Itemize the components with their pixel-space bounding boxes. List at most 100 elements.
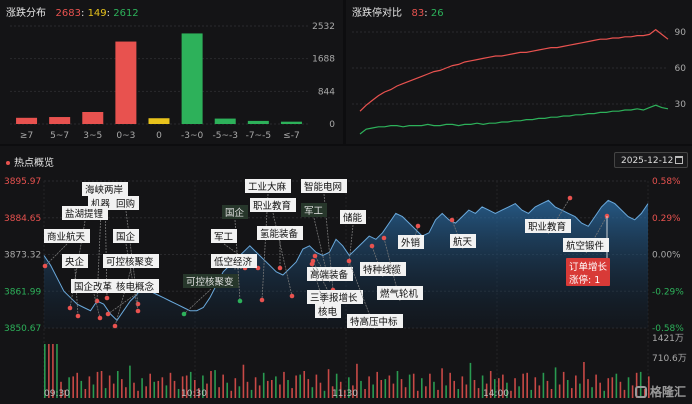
hot-topic-tag[interactable] [113, 279, 159, 293]
hot-topic-tag[interactable] [307, 267, 353, 281]
y-left-label: 3850.67 [4, 324, 41, 334]
event-dot[interactable] [259, 297, 265, 303]
hot-topic-tag[interactable] [301, 203, 327, 217]
hot-topic-tag[interactable] [113, 196, 139, 210]
label-leader [347, 224, 354, 275]
event-dot[interactable] [42, 263, 48, 269]
hot-topic-label: 特高压中标 [350, 316, 398, 328]
volume-bar [518, 386, 520, 398]
hot-topic-tag[interactable] [398, 235, 424, 249]
hot-topic-tag[interactable] [257, 226, 303, 240]
label-leader [107, 293, 137, 315]
calendar-icon[interactable] [675, 156, 683, 164]
volume-bar [335, 373, 338, 398]
x-tick-label: ≤-7 [283, 131, 300, 141]
hot-topic-label: 国企 [225, 207, 245, 219]
hot-topic-tag[interactable] [347, 314, 403, 328]
volume-bar [254, 377, 257, 398]
volume-bar [104, 388, 107, 398]
hot-topic-tag[interactable] [563, 238, 609, 252]
event-dot[interactable] [309, 261, 315, 267]
volume-bar [477, 388, 480, 398]
event-dot[interactable] [135, 308, 141, 314]
bar[interactable] [148, 118, 170, 124]
event-dot[interactable] [105, 311, 111, 317]
volume-bar [222, 374, 224, 398]
hot-topic-tag[interactable] [44, 229, 90, 243]
event-dot[interactable] [277, 265, 283, 271]
volume-bar [453, 380, 456, 398]
hot-topic-tag[interactable] [211, 229, 237, 243]
hot-topic-tag[interactable] [307, 290, 363, 304]
volume-bar [550, 389, 553, 398]
volume-bar [315, 374, 318, 398]
hot-topic-tag[interactable] [222, 205, 248, 219]
volume-bar [489, 371, 492, 398]
volume-bar [498, 378, 500, 398]
volume-bar [295, 375, 297, 398]
bar[interactable] [247, 120, 269, 124]
volume-bar [271, 380, 273, 398]
volume-bar [376, 371, 379, 398]
hot-topic-tag[interactable] [450, 234, 476, 248]
event-dot[interactable] [381, 235, 387, 241]
hot-topic-tag[interactable] [62, 254, 88, 268]
event-dot[interactable] [67, 305, 73, 311]
event-dot[interactable] [135, 301, 141, 307]
volume-bar [323, 390, 326, 398]
event-dot[interactable] [112, 323, 118, 329]
hot-topic-tag[interactable] [250, 198, 296, 212]
event-dot[interactable] [312, 253, 318, 259]
y-right-label: -0.29% [652, 287, 684, 297]
event-dot[interactable] [369, 243, 375, 249]
volume-bar [210, 371, 212, 398]
volume-bar [522, 373, 524, 398]
hot-topic-tag[interactable] [377, 286, 423, 300]
hot-topic-tag[interactable] [183, 274, 239, 288]
bar[interactable] [181, 33, 203, 125]
volume-bar [68, 377, 70, 398]
label-leader [93, 293, 101, 319]
bar[interactable] [82, 112, 104, 124]
event-dot[interactable] [567, 195, 573, 201]
hot-topic-tag[interactable] [340, 210, 366, 224]
event-dot[interactable] [237, 298, 243, 304]
volume-bar [266, 380, 269, 398]
hot-topic-tag[interactable] [360, 262, 406, 276]
event-dot[interactable] [346, 258, 352, 264]
hot-topic-tag[interactable] [71, 279, 117, 293]
bar[interactable] [49, 117, 71, 124]
tooltip-sub: 涨停: 1 [569, 274, 600, 286]
event-dot[interactable] [97, 315, 103, 321]
bar[interactable] [115, 41, 137, 124]
event-dot[interactable] [181, 311, 187, 317]
volume-bar [579, 383, 581, 398]
event-dot[interactable] [104, 295, 110, 301]
bar[interactable] [16, 117, 38, 124]
hot-topic-tag[interactable] [211, 254, 257, 268]
hot-topic-tag[interactable] [62, 206, 108, 220]
event-dot[interactable] [75, 313, 81, 319]
hot-topic-tag[interactable] [245, 179, 291, 193]
hot-topic-tag[interactable] [301, 179, 347, 193]
volume-bar [291, 388, 293, 398]
event-dot[interactable] [415, 223, 421, 229]
volume-bar [526, 372, 528, 398]
volume-bar [562, 371, 565, 398]
volume-bar [619, 381, 622, 398]
volume-bar [133, 382, 135, 398]
event-dot[interactable] [449, 217, 455, 223]
date-picker[interactable]: 2025-12-12 [614, 152, 688, 168]
hot-topic-tag[interactable] [113, 229, 139, 243]
bar[interactable] [214, 118, 236, 124]
event-dot[interactable] [289, 293, 295, 299]
x-tick-label: 0~3 [116, 131, 135, 141]
hot-topic-tag[interactable] [103, 254, 159, 268]
event-dot[interactable] [604, 213, 610, 219]
hot-topic-tag[interactable] [315, 304, 341, 318]
volume-bar [404, 387, 407, 398]
hot-topic-tag[interactable] [82, 182, 128, 196]
volume-bar [530, 389, 533, 398]
hot-topic-tag[interactable] [525, 219, 571, 233]
bar[interactable] [280, 121, 302, 124]
